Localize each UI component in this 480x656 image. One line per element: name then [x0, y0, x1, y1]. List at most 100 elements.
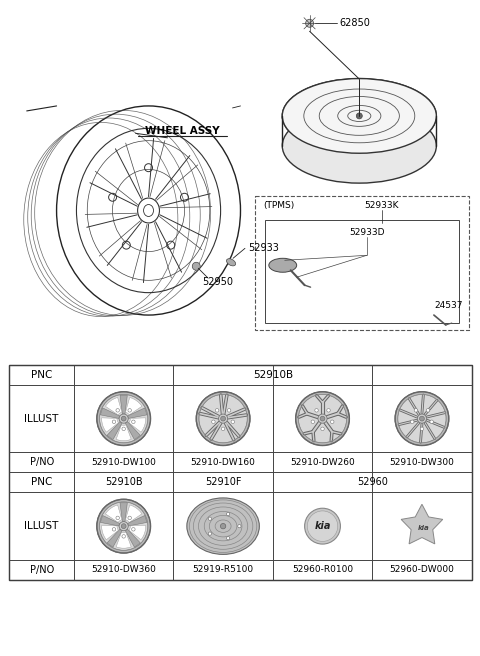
Text: PNC: PNC	[31, 370, 52, 380]
Polygon shape	[128, 516, 147, 526]
Circle shape	[97, 499, 151, 553]
Text: 52960-DW000: 52960-DW000	[389, 565, 455, 575]
Circle shape	[307, 511, 338, 541]
Bar	[9, 365, 472, 580]
Circle shape	[192, 262, 200, 270]
Circle shape	[199, 394, 247, 443]
Polygon shape	[102, 525, 119, 540]
Polygon shape	[116, 425, 131, 441]
Circle shape	[99, 394, 148, 443]
Polygon shape	[102, 418, 119, 432]
Circle shape	[327, 409, 330, 412]
Polygon shape	[116, 533, 131, 548]
Bar	[74, 385, 173, 453]
Circle shape	[128, 516, 132, 520]
Circle shape	[227, 537, 230, 540]
Bar	[173, 472, 273, 492]
Text: 52910-DW300: 52910-DW300	[389, 458, 455, 467]
Circle shape	[227, 512, 230, 516]
Text: kia: kia	[314, 521, 331, 531]
Bar	[255, 195, 468, 330]
Bar	[273, 560, 372, 580]
Bar	[173, 385, 273, 453]
Polygon shape	[128, 408, 147, 419]
Bar	[173, 365, 273, 385]
Text: 52933: 52933	[248, 243, 279, 253]
Circle shape	[306, 19, 313, 28]
Circle shape	[116, 516, 120, 520]
Text: 52910F: 52910F	[205, 478, 241, 487]
Polygon shape	[120, 395, 127, 414]
Circle shape	[122, 535, 125, 538]
Text: 52910-DW160: 52910-DW160	[191, 458, 255, 467]
Circle shape	[97, 392, 151, 445]
Text: WHEEL ASSY: WHEEL ASSY	[145, 126, 220, 136]
Bar	[372, 472, 472, 492]
Circle shape	[318, 414, 327, 423]
Circle shape	[212, 420, 215, 424]
Circle shape	[218, 414, 228, 423]
Circle shape	[320, 416, 325, 421]
Circle shape	[216, 409, 219, 412]
Circle shape	[208, 532, 212, 535]
Ellipse shape	[187, 498, 259, 554]
Bar	[372, 453, 472, 472]
Bar	[372, 385, 472, 453]
Bar	[372, 365, 472, 385]
Polygon shape	[107, 529, 122, 547]
Circle shape	[121, 523, 126, 529]
Polygon shape	[100, 516, 120, 526]
Text: 52910-DW100: 52910-DW100	[91, 458, 156, 467]
Text: 52960-R0100: 52960-R0100	[292, 565, 353, 575]
Bar	[273, 492, 372, 560]
Polygon shape	[107, 422, 122, 440]
Bar	[265, 220, 459, 323]
Circle shape	[228, 409, 231, 412]
Text: 52919-R5100: 52919-R5100	[192, 565, 253, 575]
Circle shape	[315, 409, 318, 412]
Circle shape	[196, 392, 250, 445]
Circle shape	[221, 427, 225, 430]
Bar	[9, 385, 74, 453]
Circle shape	[420, 427, 424, 430]
Circle shape	[398, 394, 446, 443]
Polygon shape	[125, 529, 140, 547]
Bar	[74, 492, 173, 560]
Text: (TPMS): (TPMS)	[263, 201, 294, 210]
Text: PNC: PNC	[31, 478, 52, 487]
Polygon shape	[120, 502, 127, 522]
Circle shape	[311, 420, 314, 424]
Bar	[372, 560, 472, 580]
Circle shape	[128, 409, 132, 412]
Circle shape	[330, 420, 334, 424]
Text: 62850: 62850	[339, 18, 370, 28]
Text: 52960: 52960	[357, 478, 388, 487]
Circle shape	[426, 409, 430, 412]
Bar	[74, 365, 173, 385]
Circle shape	[395, 392, 449, 445]
Circle shape	[122, 427, 125, 430]
Polygon shape	[125, 422, 140, 440]
Polygon shape	[126, 398, 142, 415]
Bar	[9, 492, 74, 560]
Circle shape	[410, 420, 414, 424]
Text: 52933D: 52933D	[349, 228, 384, 237]
Bar	[273, 365, 372, 385]
Circle shape	[132, 527, 135, 531]
Polygon shape	[129, 418, 145, 432]
Polygon shape	[129, 525, 145, 540]
Circle shape	[119, 522, 128, 531]
Bar	[9, 365, 74, 385]
Circle shape	[220, 523, 226, 529]
Circle shape	[119, 414, 128, 423]
Circle shape	[430, 420, 433, 424]
Polygon shape	[106, 398, 122, 415]
Circle shape	[356, 113, 362, 119]
Bar	[173, 453, 273, 472]
Ellipse shape	[227, 258, 236, 266]
Bar	[9, 472, 74, 492]
Bar	[273, 385, 372, 453]
Circle shape	[221, 416, 226, 421]
Text: 52910-DW360: 52910-DW360	[91, 565, 156, 575]
Text: P/NO: P/NO	[30, 457, 54, 468]
